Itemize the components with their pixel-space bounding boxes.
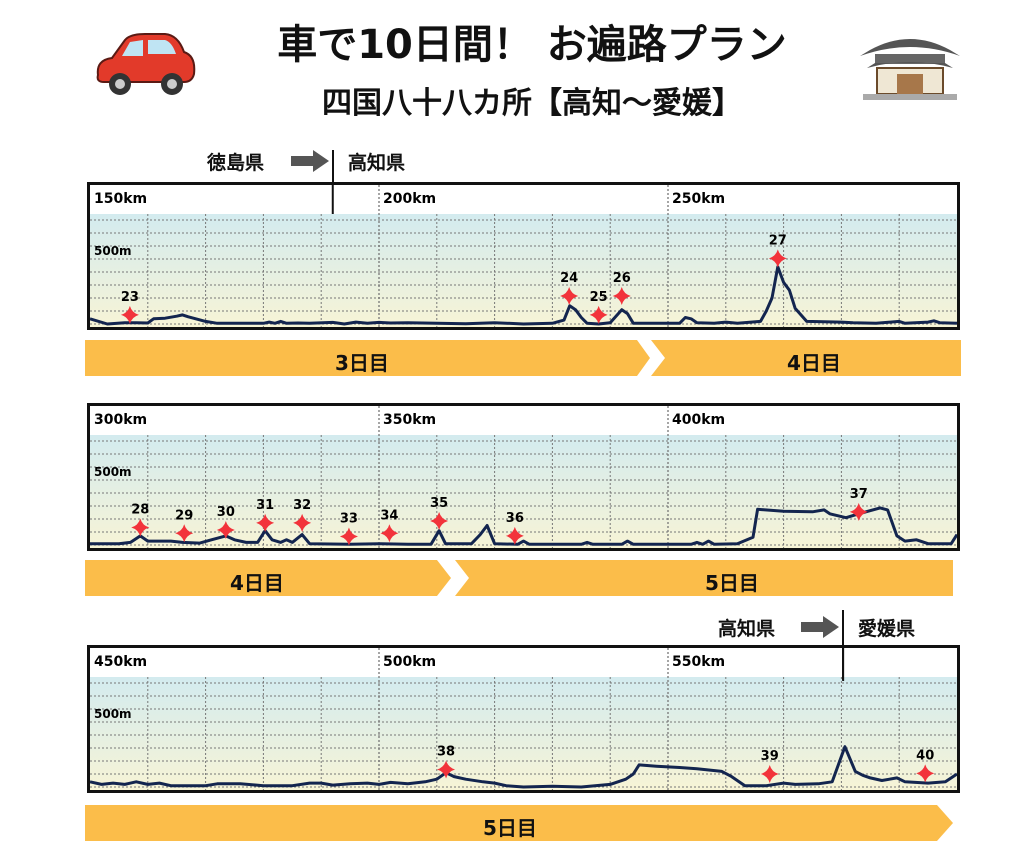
day-label: 5日目 <box>483 816 537 840</box>
temple-number: 39 <box>761 749 779 764</box>
elevation-chart-2: 300km 350km 400km 500m 28 29 30 31 32 33 34 35 36 37 <box>87 403 960 553</box>
temple-marker <box>560 287 579 306</box>
temple-marker <box>916 764 935 783</box>
temple-marker <box>430 511 449 530</box>
temple-number: 23 <box>121 290 139 305</box>
y-tick-label: 500m <box>94 465 132 479</box>
arrow-right-icon <box>801 616 839 638</box>
prefecture-label-from: 高知県 <box>718 618 776 640</box>
temple-marker <box>589 305 608 324</box>
temple-marker <box>437 760 456 779</box>
temple-number: 40 <box>916 748 934 763</box>
day-label: 3日目 <box>335 351 389 375</box>
y-tick-label: 500m <box>94 244 132 258</box>
temple-number: 38 <box>437 744 455 759</box>
day-segment <box>455 560 953 596</box>
prefecture-boundary-line <box>842 610 844 680</box>
day-label: 5日目 <box>705 571 759 595</box>
x-tick-label: 300km <box>94 412 147 428</box>
temple-number: 30 <box>217 505 235 520</box>
x-tick-label: 350km <box>383 412 436 428</box>
elevation-chart-3: 450km 500km 550km 500m 38 39 40 <box>87 645 960 795</box>
temple-number: 32 <box>293 498 311 513</box>
day-segment <box>85 340 650 376</box>
chart-border <box>87 403 960 551</box>
page-subtitle: 四国八十八カ所【高知〜愛媛】 <box>322 86 742 121</box>
elevation-line <box>90 506 959 546</box>
day-segment <box>651 340 961 376</box>
chart-border <box>87 182 960 330</box>
elevation-line <box>89 265 958 326</box>
temple-number: 24 <box>560 271 578 286</box>
temple-marker <box>339 527 358 546</box>
temple-icon <box>860 39 960 100</box>
temple-number: 27 <box>769 233 787 248</box>
temple-marker <box>768 249 787 268</box>
x-tick-label: 150km <box>94 191 147 207</box>
arrow-right-icon <box>291 150 329 172</box>
temple-marker <box>760 765 779 783</box>
temple-number: 28 <box>131 502 149 517</box>
y-tick-label: 500m <box>94 707 132 721</box>
prefecture-label-to: 高知県 <box>348 152 406 174</box>
day-bar-row-2: 4日目 5日目 <box>85 560 965 598</box>
temple-number: 37 <box>850 487 868 502</box>
temple-marker <box>175 524 194 543</box>
temple-number: 31 <box>256 498 274 513</box>
temple-marker <box>612 287 631 306</box>
day-bar-row-3: 5日目 <box>85 805 965 843</box>
day-segment <box>85 805 953 841</box>
temple-marker <box>505 526 524 545</box>
day-label: 4日目 <box>787 351 841 375</box>
x-tick-label: 250km <box>672 191 725 207</box>
temple-number: 25 <box>590 290 608 305</box>
temple-number: 36 <box>506 511 524 526</box>
temple-number: 33 <box>340 512 358 527</box>
day-segment <box>85 560 451 596</box>
day-label: 4日目 <box>230 571 284 595</box>
temple-number: 34 <box>380 508 398 523</box>
chart-border <box>87 645 960 793</box>
temple-marker <box>849 502 868 521</box>
temple-number: 35 <box>430 496 448 511</box>
prefecture-label-from: 徳島県 <box>207 152 265 174</box>
temple-number: 29 <box>175 508 193 523</box>
chart-plot-area <box>90 677 957 790</box>
elevation-line <box>89 745 958 789</box>
car-icon <box>96 33 196 95</box>
temple-number: 26 <box>613 271 631 286</box>
x-tick-label: 450km <box>94 654 147 670</box>
temple-marker <box>293 513 312 532</box>
prefecture-label-to: 愛媛県 <box>858 618 916 640</box>
x-tick-label: 200km <box>383 191 436 207</box>
temple-marker <box>216 521 235 540</box>
temple-marker <box>256 513 275 532</box>
elevation-chart-1: 150km 200km 250km 500m 23 24 25 26 27 <box>87 182 960 332</box>
chart-plot-area <box>90 214 957 327</box>
x-tick-label: 550km <box>672 654 725 670</box>
x-tick-label: 500km <box>383 654 436 670</box>
day-bar-row-1: 3日目 4日目 <box>85 340 965 378</box>
temple-marker <box>120 305 139 324</box>
temple-marker <box>380 524 399 543</box>
temple-marker <box>131 518 150 537</box>
page-title: 車で10日間！ お遍路プラン <box>277 22 787 68</box>
x-tick-label: 400km <box>672 412 725 428</box>
